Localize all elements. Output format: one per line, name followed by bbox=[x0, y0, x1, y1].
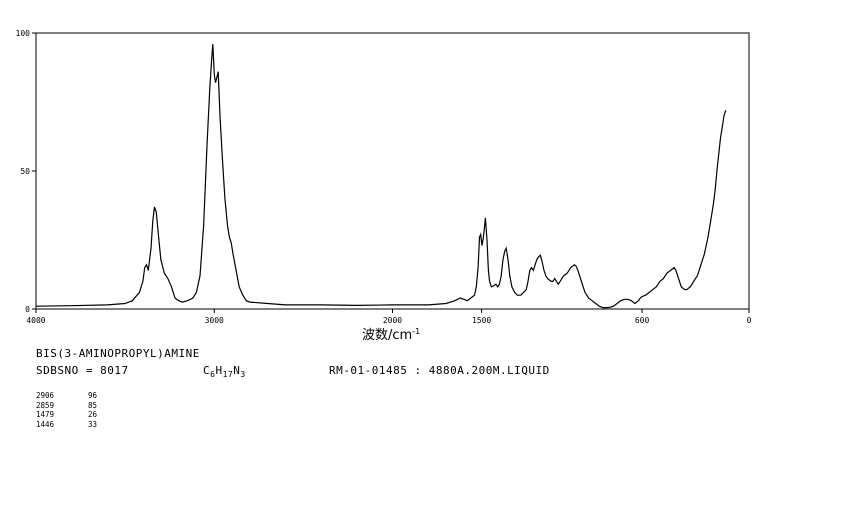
peak-row: 1479 26 bbox=[36, 410, 97, 420]
peak-wavenumber: 1479 bbox=[36, 410, 55, 419]
y-tick-label: 50 bbox=[20, 167, 30, 176]
x-tick-label: 3000 bbox=[205, 316, 224, 325]
peak-wavenumber: 1446 bbox=[36, 419, 55, 429]
molecular-formula: C6H17N3 bbox=[203, 364, 246, 379]
peak-row: 2859 85 bbox=[36, 401, 97, 411]
x-tick-label: 4000 bbox=[26, 316, 45, 325]
plot-frame bbox=[35, 32, 750, 310]
peak-wavenumber: 2859 bbox=[36, 400, 55, 410]
peak-value: 85 bbox=[88, 400, 98, 410]
compound-name: BIS(3-AMINOPROPYL)AMINE bbox=[36, 347, 200, 360]
peak-wavenumber: 2906 bbox=[36, 391, 55, 400]
x-axis-title: 波数/cm-1 bbox=[362, 327, 420, 343]
sdbs-number: SDBSNO = 8017 bbox=[36, 364, 129, 377]
y-tick-label: 0 bbox=[25, 305, 30, 314]
peak-row: 1446 33 bbox=[36, 420, 97, 430]
x-tick-label: 0 bbox=[747, 316, 752, 325]
peak-table: 2906 96 2859 85 1479 26 1446 33 bbox=[36, 391, 97, 429]
peak-row: 2906 96 bbox=[36, 391, 97, 401]
x-tick-label: 2000 bbox=[383, 316, 402, 325]
spectrum-line bbox=[35, 43, 727, 309]
peak-value: 96 bbox=[88, 391, 98, 400]
measurement-info: RM-01-01485 : 4880A.200M.LIQUID bbox=[329, 364, 550, 377]
peak-value: 26 bbox=[88, 410, 98, 419]
x-tick-label: 600 bbox=[635, 316, 650, 325]
peak-value: 33 bbox=[88, 419, 98, 429]
axis-ticks: 4000 3000 2000 1500 600 0 0 50 100 bbox=[16, 29, 752, 325]
y-tick-label: 100 bbox=[16, 29, 31, 38]
x-tick-label: 1500 bbox=[472, 316, 491, 325]
